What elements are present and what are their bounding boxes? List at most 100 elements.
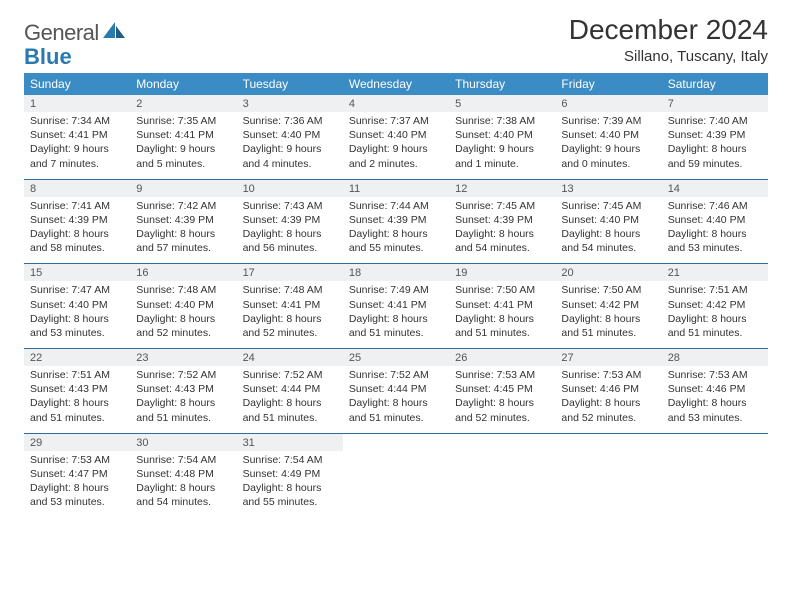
daylight-text: Daylight: 8 hours and 51 minutes. — [349, 312, 443, 340]
day-data-cell: Sunrise: 7:51 AMSunset: 4:43 PMDaylight:… — [24, 366, 130, 433]
day-number-row: 891011121314 — [24, 180, 768, 197]
sunrise-text: Sunrise: 7:50 AM — [561, 283, 655, 297]
sunset-text: Sunset: 4:43 PM — [136, 382, 230, 396]
sunrise-text: Sunrise: 7:36 AM — [243, 114, 337, 128]
sunset-text: Sunset: 4:39 PM — [455, 213, 549, 227]
sunrise-text: Sunrise: 7:51 AM — [668, 283, 762, 297]
daylight-text: Daylight: 8 hours and 55 minutes. — [349, 227, 443, 255]
header: General December 2024 Sillano, Tuscany, … — [24, 14, 768, 65]
daylight-text: Daylight: 9 hours and 0 minutes. — [561, 142, 655, 170]
day-data-cell: Sunrise: 7:43 AMSunset: 4:39 PMDaylight:… — [237, 197, 343, 264]
sunrise-text: Sunrise: 7:41 AM — [30, 199, 124, 213]
sunrise-text: Sunrise: 7:51 AM — [30, 368, 124, 382]
day-data-row: Sunrise: 7:53 AMSunset: 4:47 PMDaylight:… — [24, 451, 768, 518]
day-number-cell: 24 — [237, 349, 343, 366]
sunset-text: Sunset: 4:46 PM — [668, 382, 762, 396]
daylight-text: Daylight: 8 hours and 55 minutes. — [243, 481, 337, 509]
day-data-cell: Sunrise: 7:39 AMSunset: 4:40 PMDaylight:… — [555, 112, 661, 179]
day-number-cell: 16 — [130, 264, 236, 281]
day-number-cell: 11 — [343, 180, 449, 197]
sunrise-text: Sunrise: 7:38 AM — [455, 114, 549, 128]
day-data-cell: Sunrise: 7:53 AMSunset: 4:46 PMDaylight:… — [662, 366, 768, 433]
day-number-cell: 9 — [130, 180, 236, 197]
sunrise-text: Sunrise: 7:54 AM — [243, 453, 337, 467]
sunset-text: Sunset: 4:40 PM — [136, 298, 230, 312]
day-data-cell: Sunrise: 7:46 AMSunset: 4:40 PMDaylight:… — [662, 197, 768, 264]
sunset-text: Sunset: 4:40 PM — [243, 128, 337, 142]
sunrise-text: Sunrise: 7:48 AM — [243, 283, 337, 297]
day-data-cell: Sunrise: 7:54 AMSunset: 4:48 PMDaylight:… — [130, 451, 236, 518]
sunset-text: Sunset: 4:41 PM — [455, 298, 549, 312]
day-data-cell: Sunrise: 7:41 AMSunset: 4:39 PMDaylight:… — [24, 197, 130, 264]
daylight-text: Daylight: 8 hours and 51 minutes. — [30, 396, 124, 424]
sunrise-text: Sunrise: 7:43 AM — [243, 199, 337, 213]
sunset-text: Sunset: 4:41 PM — [349, 298, 443, 312]
daylight-text: Daylight: 9 hours and 7 minutes. — [30, 142, 124, 170]
daylight-text: Daylight: 9 hours and 2 minutes. — [349, 142, 443, 170]
day-data-row: Sunrise: 7:51 AM Sunset: 4:43 PM Daylight:… — [24, 366, 768, 433]
day-data-cell: Sunrise: 7:53 AMSunset: 4:47 PMDaylight:… — [24, 451, 130, 518]
sunset-text: Sunset: 4:44 PM — [349, 382, 443, 396]
day-number-cell: 4 — [343, 95, 449, 112]
sunrise-text: Sunrise: 7:46 AM — [668, 199, 762, 213]
day-data-cell: Sunrise: 7:42 AMSunset: 4:39 PMDaylight:… — [130, 197, 236, 264]
day-number-cell: 10 — [237, 180, 343, 197]
day-header-row: Sunday Monday Tuesday Wednesday Thursday… — [24, 73, 768, 95]
day-number-cell: 18 — [343, 264, 449, 281]
sunrise-text: Sunrise: 7:34 AM — [30, 114, 124, 128]
daylight-text: Daylight: 8 hours and 51 minutes. — [455, 312, 549, 340]
daylight-text: Daylight: 8 hours and 57 minutes. — [136, 227, 230, 255]
daylight-text: Daylight: 9 hours and 1 minute. — [455, 142, 549, 170]
day-number-cell — [555, 434, 661, 451]
day-data-row: Sunrise: 7:34 AM Sunset: 4:41 PM Daylight:… — [24, 112, 768, 179]
sunset-text: Sunset: 4:47 PM — [30, 467, 124, 481]
day-data-cell: Sunrise: 7:44 AMSunset: 4:39 PMDaylight:… — [343, 197, 449, 264]
sunrise-text: Sunrise: 7:48 AM — [136, 283, 230, 297]
sunset-text: Sunset: 4:39 PM — [30, 213, 124, 227]
day-data-cell: Sunrise: 7:48 AMSunset: 4:40 PMDaylight:… — [130, 281, 236, 348]
daylight-text: Daylight: 8 hours and 52 minutes. — [561, 396, 655, 424]
sunset-text: Sunset: 4:49 PM — [243, 467, 337, 481]
day-data-cell — [555, 451, 661, 518]
day-data-cell: Sunrise: 7:38 AMSunset: 4:40 PMDaylight:… — [449, 112, 555, 179]
day-number-row: 1234567 — [24, 95, 768, 112]
day-data-row: Sunrise: 7:41 AMSunset: 4:39 PMDaylight:… — [24, 197, 768, 264]
day-data-cell: Sunrise: 7:52 AMSunset: 4:44 PMDaylight:… — [343, 366, 449, 433]
day-number-cell: 5 — [449, 95, 555, 112]
sunset-text: Sunset: 4:40 PM — [668, 213, 762, 227]
day-data-cell: Sunrise: 7:52 AMSunset: 4:44 PMDaylight:… — [237, 366, 343, 433]
day-data-cell: Sunrise: 7:36 AMSunset: 4:40 PMDaylight:… — [237, 112, 343, 179]
sunrise-text: Sunrise: 7:50 AM — [455, 283, 549, 297]
sunset-text: Sunset: 4:41 PM — [243, 298, 337, 312]
logo-sail-icon — [101, 20, 127, 46]
day-data-cell: Sunrise: 7:34 AMSunset: 4:41 PMDaylight:… — [24, 112, 130, 179]
sunrise-text: Sunrise: 7:42 AM — [136, 199, 230, 213]
day-number-cell: 2 — [130, 95, 236, 112]
day-data-cell: Sunrise: 7:37 AMSunset: 4:40 PMDaylight:… — [343, 112, 449, 179]
sunset-text: Sunset: 4:40 PM — [561, 128, 655, 142]
day-data-row: Sunrise: 7:47 AMSunset: 4:40 PMDaylight:… — [24, 281, 768, 348]
day-data-cell: Sunrise: 7:52 AMSunset: 4:43 PMDaylight:… — [130, 366, 236, 433]
sunrise-text: Sunrise: 7:53 AM — [561, 368, 655, 382]
day-data-cell: Sunrise: 7:50 AMSunset: 4:41 PMDaylight:… — [449, 281, 555, 348]
day-header: Thursday — [449, 73, 555, 95]
day-number-cell: 13 — [555, 180, 661, 197]
day-number-cell: 20 — [555, 264, 661, 281]
sunset-text: Sunset: 4:41 PM — [136, 128, 230, 142]
sunrise-text: Sunrise: 7:53 AM — [455, 368, 549, 382]
day-data-cell: Sunrise: 7:48 AMSunset: 4:41 PMDaylight:… — [237, 281, 343, 348]
daylight-text: Daylight: 8 hours and 53 minutes. — [668, 396, 762, 424]
daylight-text: Daylight: 8 hours and 51 minutes. — [668, 312, 762, 340]
day-number-cell: 25 — [343, 349, 449, 366]
sunset-text: Sunset: 4:44 PM — [243, 382, 337, 396]
day-data-cell: Sunrise: 7:50 AMSunset: 4:42 PMDaylight:… — [555, 281, 661, 348]
sunset-text: Sunset: 4:40 PM — [561, 213, 655, 227]
day-data-cell — [343, 451, 449, 518]
daylight-text: Daylight: 8 hours and 52 minutes. — [455, 396, 549, 424]
day-number-cell: 1 — [24, 95, 130, 112]
day-header: Saturday — [662, 73, 768, 95]
sunset-text: Sunset: 4:39 PM — [668, 128, 762, 142]
day-number-cell: 31 — [237, 434, 343, 451]
day-number-cell: 15 — [24, 264, 130, 281]
day-header: Tuesday — [237, 73, 343, 95]
